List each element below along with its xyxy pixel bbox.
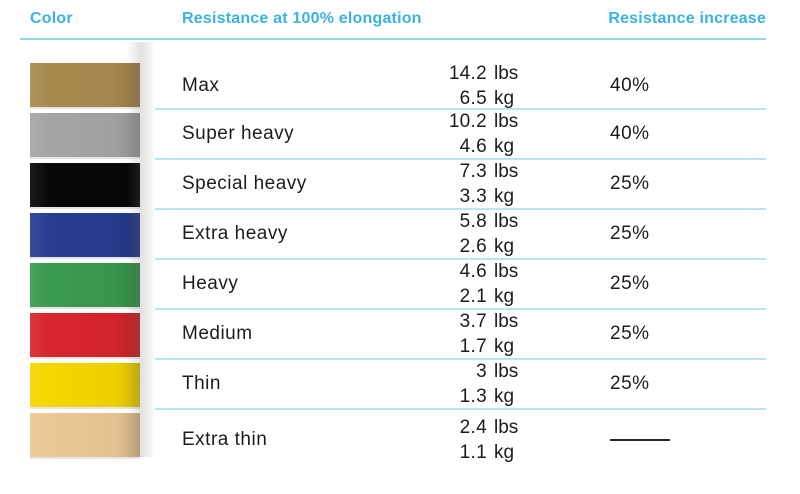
table-row: Thin 3 1.3 lbs kg 25% bbox=[155, 360, 766, 410]
lbs-unit-label: lbs bbox=[494, 417, 519, 438]
table-row: Super heavy 10.2 4.6 lbs kg 40% bbox=[155, 110, 766, 160]
lbs-unit-label: lbs bbox=[494, 261, 519, 282]
resistance-lbs-value: 7.3 bbox=[459, 161, 487, 182]
band-swatch-blue bbox=[30, 213, 140, 259]
resistance-kg-value: 1.7 bbox=[459, 336, 487, 357]
resistance-kg-value: 4.6 bbox=[459, 136, 487, 157]
lbs-unit-label: lbs bbox=[494, 111, 519, 132]
resistance-values: 4.6 2.1 bbox=[405, 259, 487, 309]
resistance-kg-value: 1.1 bbox=[459, 442, 487, 463]
resistance-lbs-value: 4.6 bbox=[459, 261, 487, 282]
resistance-units: lbs kg bbox=[487, 109, 553, 159]
resistance-units: lbs kg bbox=[487, 159, 553, 209]
band-name-label: Special heavy bbox=[182, 173, 307, 194]
column-header-resistance-increase: Resistance increase bbox=[608, 10, 766, 27]
lbs-unit-label: lbs bbox=[494, 63, 519, 84]
resistance-table: Max 14.2 6.5 lbs kg 40% Super heavy 10.2… bbox=[155, 40, 766, 470]
resistance-values: 3 1.3 bbox=[405, 359, 487, 409]
resistance-lbs-value: 10.2 bbox=[448, 111, 487, 132]
resistance-units: lbs kg bbox=[487, 61, 553, 111]
resistance-lbs-value: 5.8 bbox=[459, 211, 487, 232]
lbs-unit-label: lbs bbox=[494, 311, 519, 332]
resistance-lbs-value: 3 bbox=[476, 361, 487, 382]
header-divider-line bbox=[20, 38, 766, 40]
resistance-lbs-value: 2.4 bbox=[459, 417, 487, 438]
resistance-increase-value: 25% bbox=[610, 373, 650, 394]
resistance-units: lbs kg bbox=[487, 359, 553, 409]
kg-unit-label: kg bbox=[494, 386, 515, 407]
column-header-color: Color bbox=[30, 10, 73, 27]
resistance-values: 14.2 6.5 bbox=[405, 61, 487, 111]
kg-unit-label: kg bbox=[494, 336, 515, 357]
band-swatch-green bbox=[30, 263, 140, 309]
table-row: Special heavy 7.3 3.3 lbs kg 25% bbox=[155, 160, 766, 210]
column-header-resistance: Resistance at 100% elongation bbox=[182, 10, 422, 27]
table-row: Extra heavy 5.8 2.6 lbs kg 25% bbox=[155, 210, 766, 260]
resistance-increase-value: 25% bbox=[610, 223, 650, 244]
resistance-kg-value: 2.1 bbox=[459, 286, 487, 307]
kg-unit-label: kg bbox=[494, 442, 515, 463]
resistance-increase-value: 25% bbox=[610, 323, 650, 344]
kg-unit-label: kg bbox=[494, 286, 515, 307]
band-name-label: Medium bbox=[182, 323, 253, 344]
band-name-label: Thin bbox=[182, 373, 221, 394]
kg-unit-label: kg bbox=[494, 88, 515, 109]
band-swatch-gold bbox=[30, 63, 140, 109]
lbs-unit-label: lbs bbox=[494, 161, 519, 182]
band-swatch-black bbox=[30, 163, 140, 209]
band-name-label: Super heavy bbox=[182, 123, 295, 144]
resistance-values: 5.8 2.6 bbox=[405, 209, 487, 259]
resistance-values: 3.7 1.7 bbox=[405, 309, 487, 359]
table-row: Extra thin 2.4 1.1 lbs kg bbox=[155, 410, 766, 470]
no-increase-dash bbox=[610, 438, 670, 441]
resistance-increase-value: 25% bbox=[610, 173, 650, 194]
band-swatch-beige bbox=[30, 413, 140, 459]
table-row: Medium 3.7 1.7 lbs kg 25% bbox=[155, 310, 766, 360]
resistance-units: lbs kg bbox=[487, 209, 553, 259]
band-name-label: Heavy bbox=[182, 273, 239, 294]
table-row: Heavy 4.6 2.1 lbs kg 25% bbox=[155, 260, 766, 310]
band-swatch-yellow bbox=[30, 363, 140, 409]
resistance-kg-value: 2.6 bbox=[459, 236, 487, 257]
resistance-units: lbs kg bbox=[487, 309, 553, 359]
resistance-lbs-value: 3.7 bbox=[459, 311, 487, 332]
lbs-unit-label: lbs bbox=[494, 211, 519, 232]
kg-unit-label: kg bbox=[494, 136, 515, 157]
kg-unit-label: kg bbox=[494, 236, 515, 257]
resistance-units: lbs kg bbox=[487, 415, 553, 465]
resistance-increase-value: 40% bbox=[610, 75, 650, 96]
band-name-label: Extra heavy bbox=[182, 223, 288, 244]
resistance-units: lbs kg bbox=[487, 259, 553, 309]
band-name-label: Max bbox=[182, 75, 220, 96]
resistance-kg-value: 6.5 bbox=[459, 88, 487, 109]
resistance-lbs-value: 14.2 bbox=[448, 63, 487, 84]
resistance-increase-value: 25% bbox=[610, 273, 650, 294]
band-swatch-red bbox=[30, 313, 140, 359]
table-row: Max 14.2 6.5 lbs kg 40% bbox=[155, 40, 766, 110]
band-name-label: Extra thin bbox=[182, 429, 268, 450]
lbs-unit-label: lbs bbox=[494, 361, 519, 382]
resistance-increase-value: 40% bbox=[610, 123, 650, 144]
band-swatch-silver bbox=[30, 113, 140, 159]
resistance-values: 10.2 4.6 bbox=[405, 109, 487, 159]
resistance-kg-value: 1.3 bbox=[459, 386, 487, 407]
resistance-values: 2.4 1.1 bbox=[405, 415, 487, 465]
resistance-kg-value: 3.3 bbox=[459, 186, 487, 207]
kg-unit-label: kg bbox=[494, 186, 515, 207]
color-band-stack bbox=[30, 42, 154, 463]
resistance-values: 7.3 3.3 bbox=[405, 159, 487, 209]
